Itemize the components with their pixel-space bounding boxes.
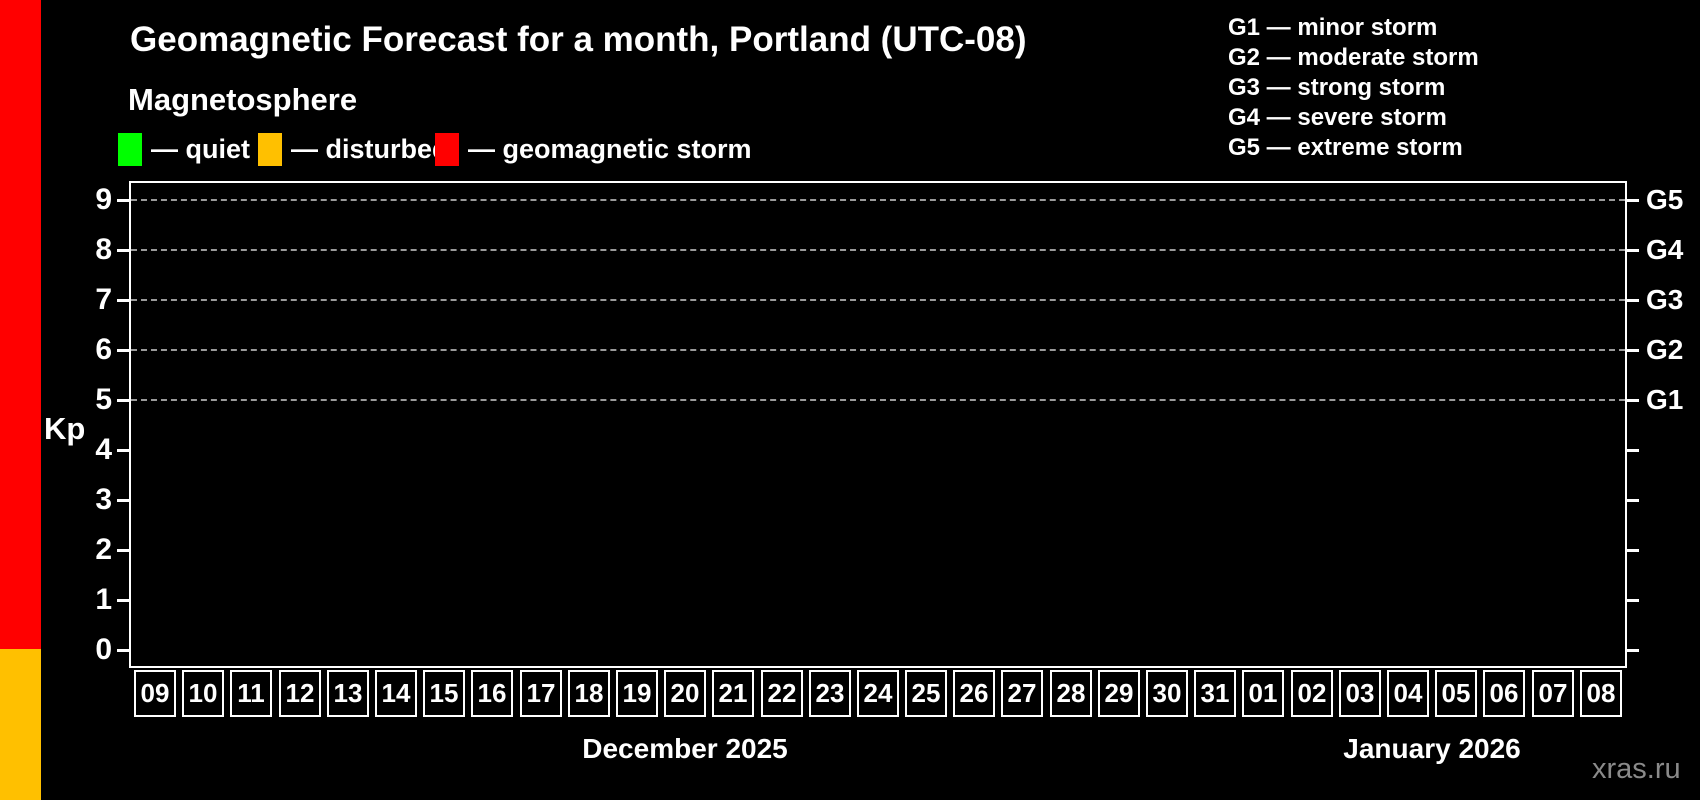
day-label-box-07: 07 <box>1532 670 1574 717</box>
y-tick-left-5 <box>117 399 131 402</box>
legend-swatch-0 <box>118 133 142 166</box>
y-tick-right-5 <box>1625 399 1639 402</box>
day-label-box-03: 03 <box>1339 670 1381 717</box>
g-scale-line-3: G4 — severe storm <box>1228 104 1447 131</box>
gridline-kp6 <box>131 349 1625 351</box>
watermark-xras: xras.ru <box>1592 753 1681 785</box>
day-label-box-11: 11 <box>230 670 272 717</box>
y-tick-right-1 <box>1625 599 1639 602</box>
legend-swatch-2 <box>435 133 459 166</box>
y-tick-left-1 <box>117 599 131 602</box>
day-label-box-06: 06 <box>1483 670 1525 717</box>
y-tick-left-6 <box>117 349 131 352</box>
day-label-box-16: 16 <box>471 670 513 717</box>
y-tick-label-5: 5 <box>95 383 112 416</box>
day-label-box-17: 17 <box>520 670 562 717</box>
g-scale-legend: G1 — minor storm G2 — moderate storm G3 — … <box>1228 13 1479 163</box>
y-tick-label-8: 8 <box>95 233 112 266</box>
y-tick-right-2 <box>1625 549 1639 552</box>
legend-item-1: — disturbed <box>258 133 449 166</box>
legend-item-2: — geomagnetic storm <box>435 133 752 166</box>
day-label-box-26: 26 <box>953 670 995 717</box>
day-label-box-14: 14 <box>375 670 417 717</box>
g-axis-label-G3: G3 <box>1646 284 1684 315</box>
day-label-box-24: 24 <box>857 670 899 717</box>
y-tick-left-2 <box>117 549 131 552</box>
bar-day-10 <box>0 349 41 649</box>
legend-swatch-1 <box>258 133 282 166</box>
y-tick-left-4 <box>117 449 131 452</box>
day-label-box-08: 08 <box>1580 670 1622 717</box>
legend-label-0: — quiet <box>151 134 250 164</box>
day-label-box-12: 12 <box>279 670 321 717</box>
day-label-box-13: 13 <box>327 670 369 717</box>
g-axis-label-G1: G1 <box>1646 384 1684 415</box>
g-scale-line-1: G2 — moderate storm <box>1228 44 1479 71</box>
legend-label-2: — geomagnetic storm <box>468 134 752 164</box>
plot-area <box>129 181 1627 668</box>
day-label-box-20: 20 <box>664 670 706 717</box>
y-tick-right-7 <box>1625 299 1639 302</box>
day-label-box-30: 30 <box>1146 670 1188 717</box>
y-tick-right-0 <box>1625 649 1639 652</box>
y-tick-left-0 <box>117 649 131 652</box>
day-label-box-02: 02 <box>1291 670 1333 717</box>
day-label-box-15: 15 <box>423 670 465 717</box>
day-label-box-09: 09 <box>134 670 176 717</box>
y-tick-right-4 <box>1625 449 1639 452</box>
g-scale-line-0: G1 — minor storm <box>1228 14 1438 41</box>
y-tick-left-9 <box>117 199 131 202</box>
y-tick-label-9: 9 <box>95 183 112 216</box>
gridline-kp7 <box>131 299 1625 301</box>
day-label-box-04: 04 <box>1387 670 1429 717</box>
day-label-box-10: 10 <box>182 670 224 717</box>
y-tick-right-3 <box>1625 499 1639 502</box>
y-tick-right-9 <box>1625 199 1639 202</box>
y-tick-label-2: 2 <box>95 533 112 566</box>
day-label-box-05: 05 <box>1435 670 1477 717</box>
bar-day-11 <box>0 649 41 800</box>
y-tick-label-4: 4 <box>95 433 112 466</box>
gridline-kp5 <box>131 399 1625 401</box>
g-axis-label-G2: G2 <box>1646 334 1684 365</box>
day-label-box-28: 28 <box>1050 670 1092 717</box>
y-tick-label-1: 1 <box>95 583 112 616</box>
day-label-box-21: 21 <box>712 670 754 717</box>
y-axis-title-kp: Kp <box>44 411 86 446</box>
y-tick-label-6: 6 <box>95 333 112 366</box>
g-axis-label-G4: G4 <box>1646 234 1684 265</box>
gridline-kp8 <box>131 249 1625 251</box>
day-label-box-22: 22 <box>761 670 803 717</box>
day-label-box-31: 31 <box>1194 670 1236 717</box>
legend-item-0: — quiet <box>118 133 250 166</box>
y-tick-label-7: 7 <box>95 283 112 316</box>
day-label-box-27: 27 <box>1001 670 1043 717</box>
legend-label-1: — disturbed <box>291 134 449 164</box>
g-axis-label-G5: G5 <box>1646 184 1684 215</box>
gridline-kp9 <box>131 199 1625 201</box>
day-label-box-19: 19 <box>616 670 658 717</box>
g-scale-line-4: G5 — extreme storm <box>1228 134 1463 161</box>
month-label-0: December 2025 <box>582 733 788 764</box>
y-tick-right-6 <box>1625 349 1639 352</box>
y-tick-left-7 <box>117 299 131 302</box>
bar-day-09 <box>0 0 41 350</box>
y-tick-label-0: 0 <box>95 633 112 666</box>
y-tick-left-8 <box>117 249 131 252</box>
g-scale-line-2: G3 — strong storm <box>1228 74 1446 101</box>
day-label-box-25: 25 <box>905 670 947 717</box>
chart-title: Geomagnetic Forecast for a month, Portla… <box>130 20 1027 59</box>
day-label-box-01: 01 <box>1242 670 1284 717</box>
magnetosphere-label: Magnetosphere <box>128 82 358 117</box>
y-tick-label-3: 3 <box>95 483 112 516</box>
day-label-box-18: 18 <box>568 670 610 717</box>
y-tick-right-8 <box>1625 249 1639 252</box>
day-label-box-29: 29 <box>1098 670 1140 717</box>
day-label-box-23: 23 <box>809 670 851 717</box>
month-label-1: January 2026 <box>1343 733 1521 764</box>
y-tick-left-3 <box>117 499 131 502</box>
